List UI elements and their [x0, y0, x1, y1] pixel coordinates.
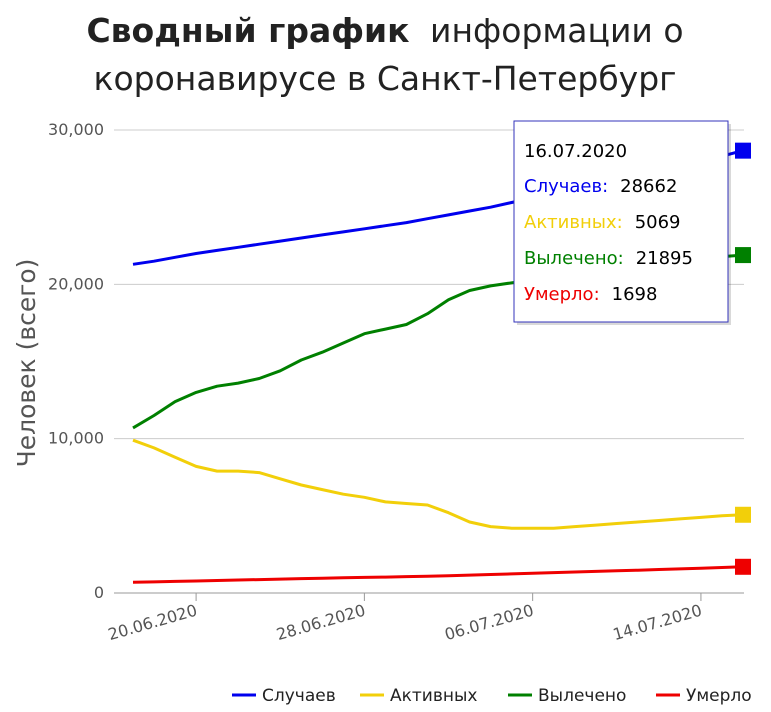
- x-ticks: 20.06.2020 28.06.2020 06.07.2020 14.07.2020: [106, 593, 704, 644]
- tooltip-row-recovered: Вылечено: 21895: [524, 248, 693, 269]
- legend-label: Активных: [390, 686, 477, 706]
- tooltip-row-label: Случаев:: [524, 176, 608, 197]
- y-tick-label: 10,000: [48, 429, 104, 448]
- tooltip-row-label: Активных:: [524, 212, 623, 233]
- tooltip-box: [513, 120, 729, 323]
- tooltip: 16.07.2020 Случаев: 28662 Активных: 5069 Выл…: [513, 120, 731, 325]
- x-tick-label: 14.07.2020: [611, 601, 704, 645]
- tooltip-row-value: 28662: [620, 176, 677, 197]
- tooltip-row-cases: Случаев: 28662: [524, 176, 677, 197]
- legend-item-active[interactable]: Активных: [360, 686, 477, 706]
- title-bold: Сводный график: [86, 11, 409, 50]
- legend-item-deaths[interactable]: Умерло: [656, 686, 752, 706]
- legend-label: Умерло: [686, 686, 752, 706]
- y-axis-label: Человек (всего): [12, 259, 41, 468]
- series-marker-active[interactable]: [735, 506, 751, 523]
- legend-item-cases[interactable]: Случаев: [232, 686, 336, 706]
- tooltip-date: 16.07.2020: [524, 141, 627, 162]
- series-marker-cases[interactable]: [735, 142, 751, 159]
- x-tick-label: 20.06.2020: [106, 601, 199, 645]
- y-tick-label: 20,000: [48, 274, 104, 293]
- title-line-1: Сводный график информации о: [86, 11, 683, 50]
- series-marker-recovered[interactable]: [735, 247, 751, 264]
- y-tick-label: 0: [94, 583, 104, 602]
- tooltip-row-value: 21895: [636, 248, 693, 269]
- series-markers[interactable]: [735, 142, 751, 575]
- series-marker-deaths[interactable]: [735, 558, 751, 575]
- title-rest: информации о: [430, 11, 684, 50]
- legend-item-recovered[interactable]: Вылечено: [508, 686, 626, 706]
- legend-label: Вылечено: [538, 686, 626, 706]
- y-ticks: 0 10,000 20,000 30,000: [48, 120, 104, 602]
- chart-title: Сводный график информации о коронавирусе…: [86, 11, 683, 98]
- title-line-2: коронавирусе в Санкт-Петербург: [94, 59, 677, 98]
- legend-label: Случаев: [262, 686, 336, 706]
- tooltip-row-label: Умерло:: [524, 284, 600, 305]
- tooltip-row-deaths: Умерло: 1698: [524, 284, 657, 305]
- tooltip-rows: Случаев: 28662 Активных: 5069 Вылечено: 21895…: [524, 176, 693, 305]
- legend: Случаев Активных Вылечено Умерло: [232, 686, 752, 706]
- x-tick-label: 28.06.2020: [274, 601, 367, 645]
- tooltip-row-active: Активных: 5069: [524, 212, 681, 233]
- series-line-deaths[interactable]: [132, 565, 744, 584]
- tooltip-row-label: Вылечено:: [524, 248, 624, 269]
- x-tick-label: 06.07.2020: [442, 601, 535, 645]
- tooltip-row-value: 5069: [635, 212, 681, 233]
- series-line-active[interactable]: [132, 438, 744, 530]
- tooltip-row-value: 1698: [612, 284, 658, 305]
- y-tick-label: 30,000: [48, 120, 104, 139]
